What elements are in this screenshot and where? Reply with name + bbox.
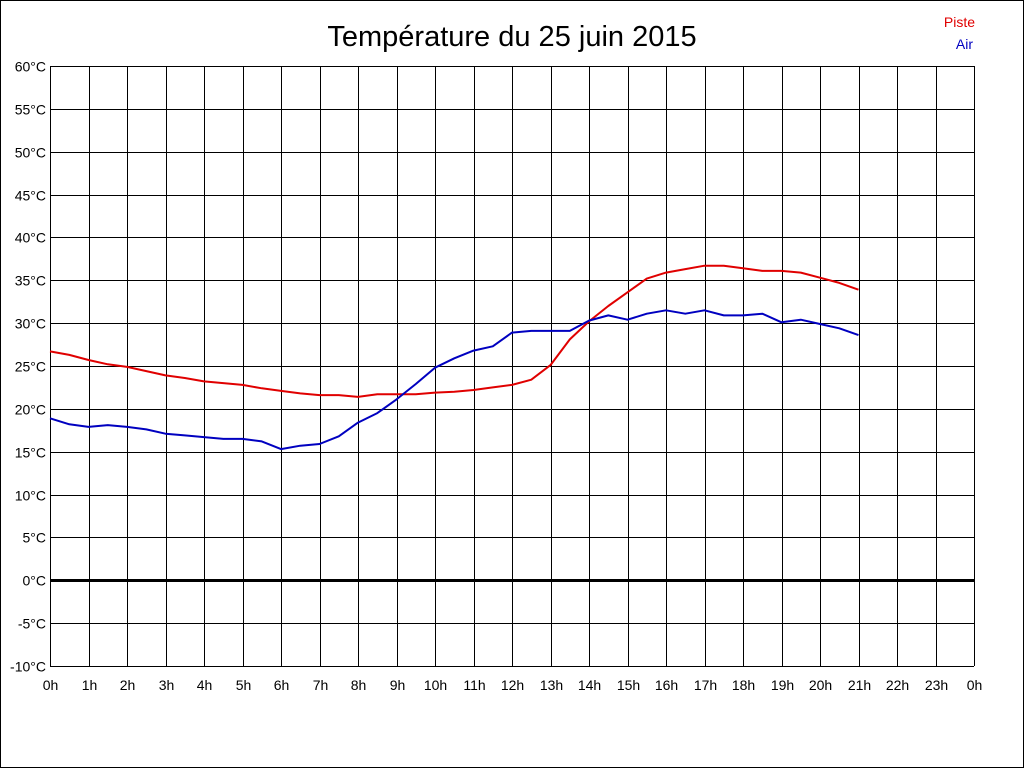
y-tick-label: 35°C (15, 273, 46, 289)
x-tick-label: 23h (925, 677, 948, 693)
x-tick-label: 5h (236, 677, 252, 693)
legend-entry-air: Air (956, 36, 973, 52)
x-tick-label: 9h (390, 677, 406, 693)
x-tick-label: 1h (82, 677, 98, 693)
y-tick-label: -5°C (18, 616, 46, 632)
x-tick-label: 0h (43, 677, 59, 693)
y-tick-label: 15°C (15, 445, 46, 461)
x-tick-label: 18h (732, 677, 755, 693)
y-tick-label: 0°C (23, 573, 47, 589)
x-tick-label: 3h (159, 677, 175, 693)
x-tick-label: 22h (886, 677, 909, 693)
series-line-piste (49, 264, 859, 398)
y-tick-label: 40°C (15, 230, 46, 246)
y-tick-label: 25°C (15, 359, 46, 375)
x-tick-label: 16h (655, 677, 678, 693)
x-axis-ticks: 0h 1h 2h 3h 4h 5h 6h 7h 8h 9h 10h 11h 12h 13h 14h 15h 16… (43, 677, 983, 693)
x-tick-label: 20h (809, 677, 832, 693)
y-tick-label: 55°C (15, 102, 46, 118)
x-tick-label: 19h (771, 677, 794, 693)
x-tick-label: 17h (694, 677, 717, 693)
x-tick-label: 0h (967, 677, 983, 693)
x-tick-label: 11h (463, 677, 485, 693)
legend-entry-piste: Piste (944, 14, 975, 30)
legend: Piste Air (944, 14, 975, 52)
x-tick-label: 15h (617, 677, 640, 693)
x-tick-label: 12h (501, 677, 524, 693)
x-tick-label: 10h (424, 677, 447, 693)
chart-title: Température du 25 juin 2015 (327, 21, 696, 53)
horizontal-gridlines (50, 66, 974, 667)
x-tick-label: 7h (313, 677, 329, 693)
series-lines (49, 264, 859, 451)
y-tick-label: 5°C (23, 530, 47, 546)
y-tick-label: 60°C (15, 59, 46, 75)
x-tick-label: 4h (197, 677, 213, 693)
y-tick-label: 50°C (15, 145, 46, 161)
y-tick-label: -10°C (10, 659, 46, 675)
x-tick-label: 21h (848, 677, 871, 693)
y-tick-label: 10°C (15, 488, 46, 504)
x-tick-label: 14h (578, 677, 601, 693)
x-tick-label: 8h (351, 677, 367, 693)
x-tick-label: 13h (540, 677, 563, 693)
y-tick-label: 30°C (15, 316, 46, 332)
y-tick-label: 20°C (15, 402, 46, 418)
x-tick-label: 2h (120, 677, 136, 693)
series-line-air (49, 309, 859, 451)
y-tick-label: 45°C (15, 188, 46, 204)
x-tick-label: 6h (274, 677, 290, 693)
y-axis-ticks: 60°C 55°C 50°C 45°C 40°C 35°C 30°C 25°C 20°C 15°C… (10, 59, 46, 675)
